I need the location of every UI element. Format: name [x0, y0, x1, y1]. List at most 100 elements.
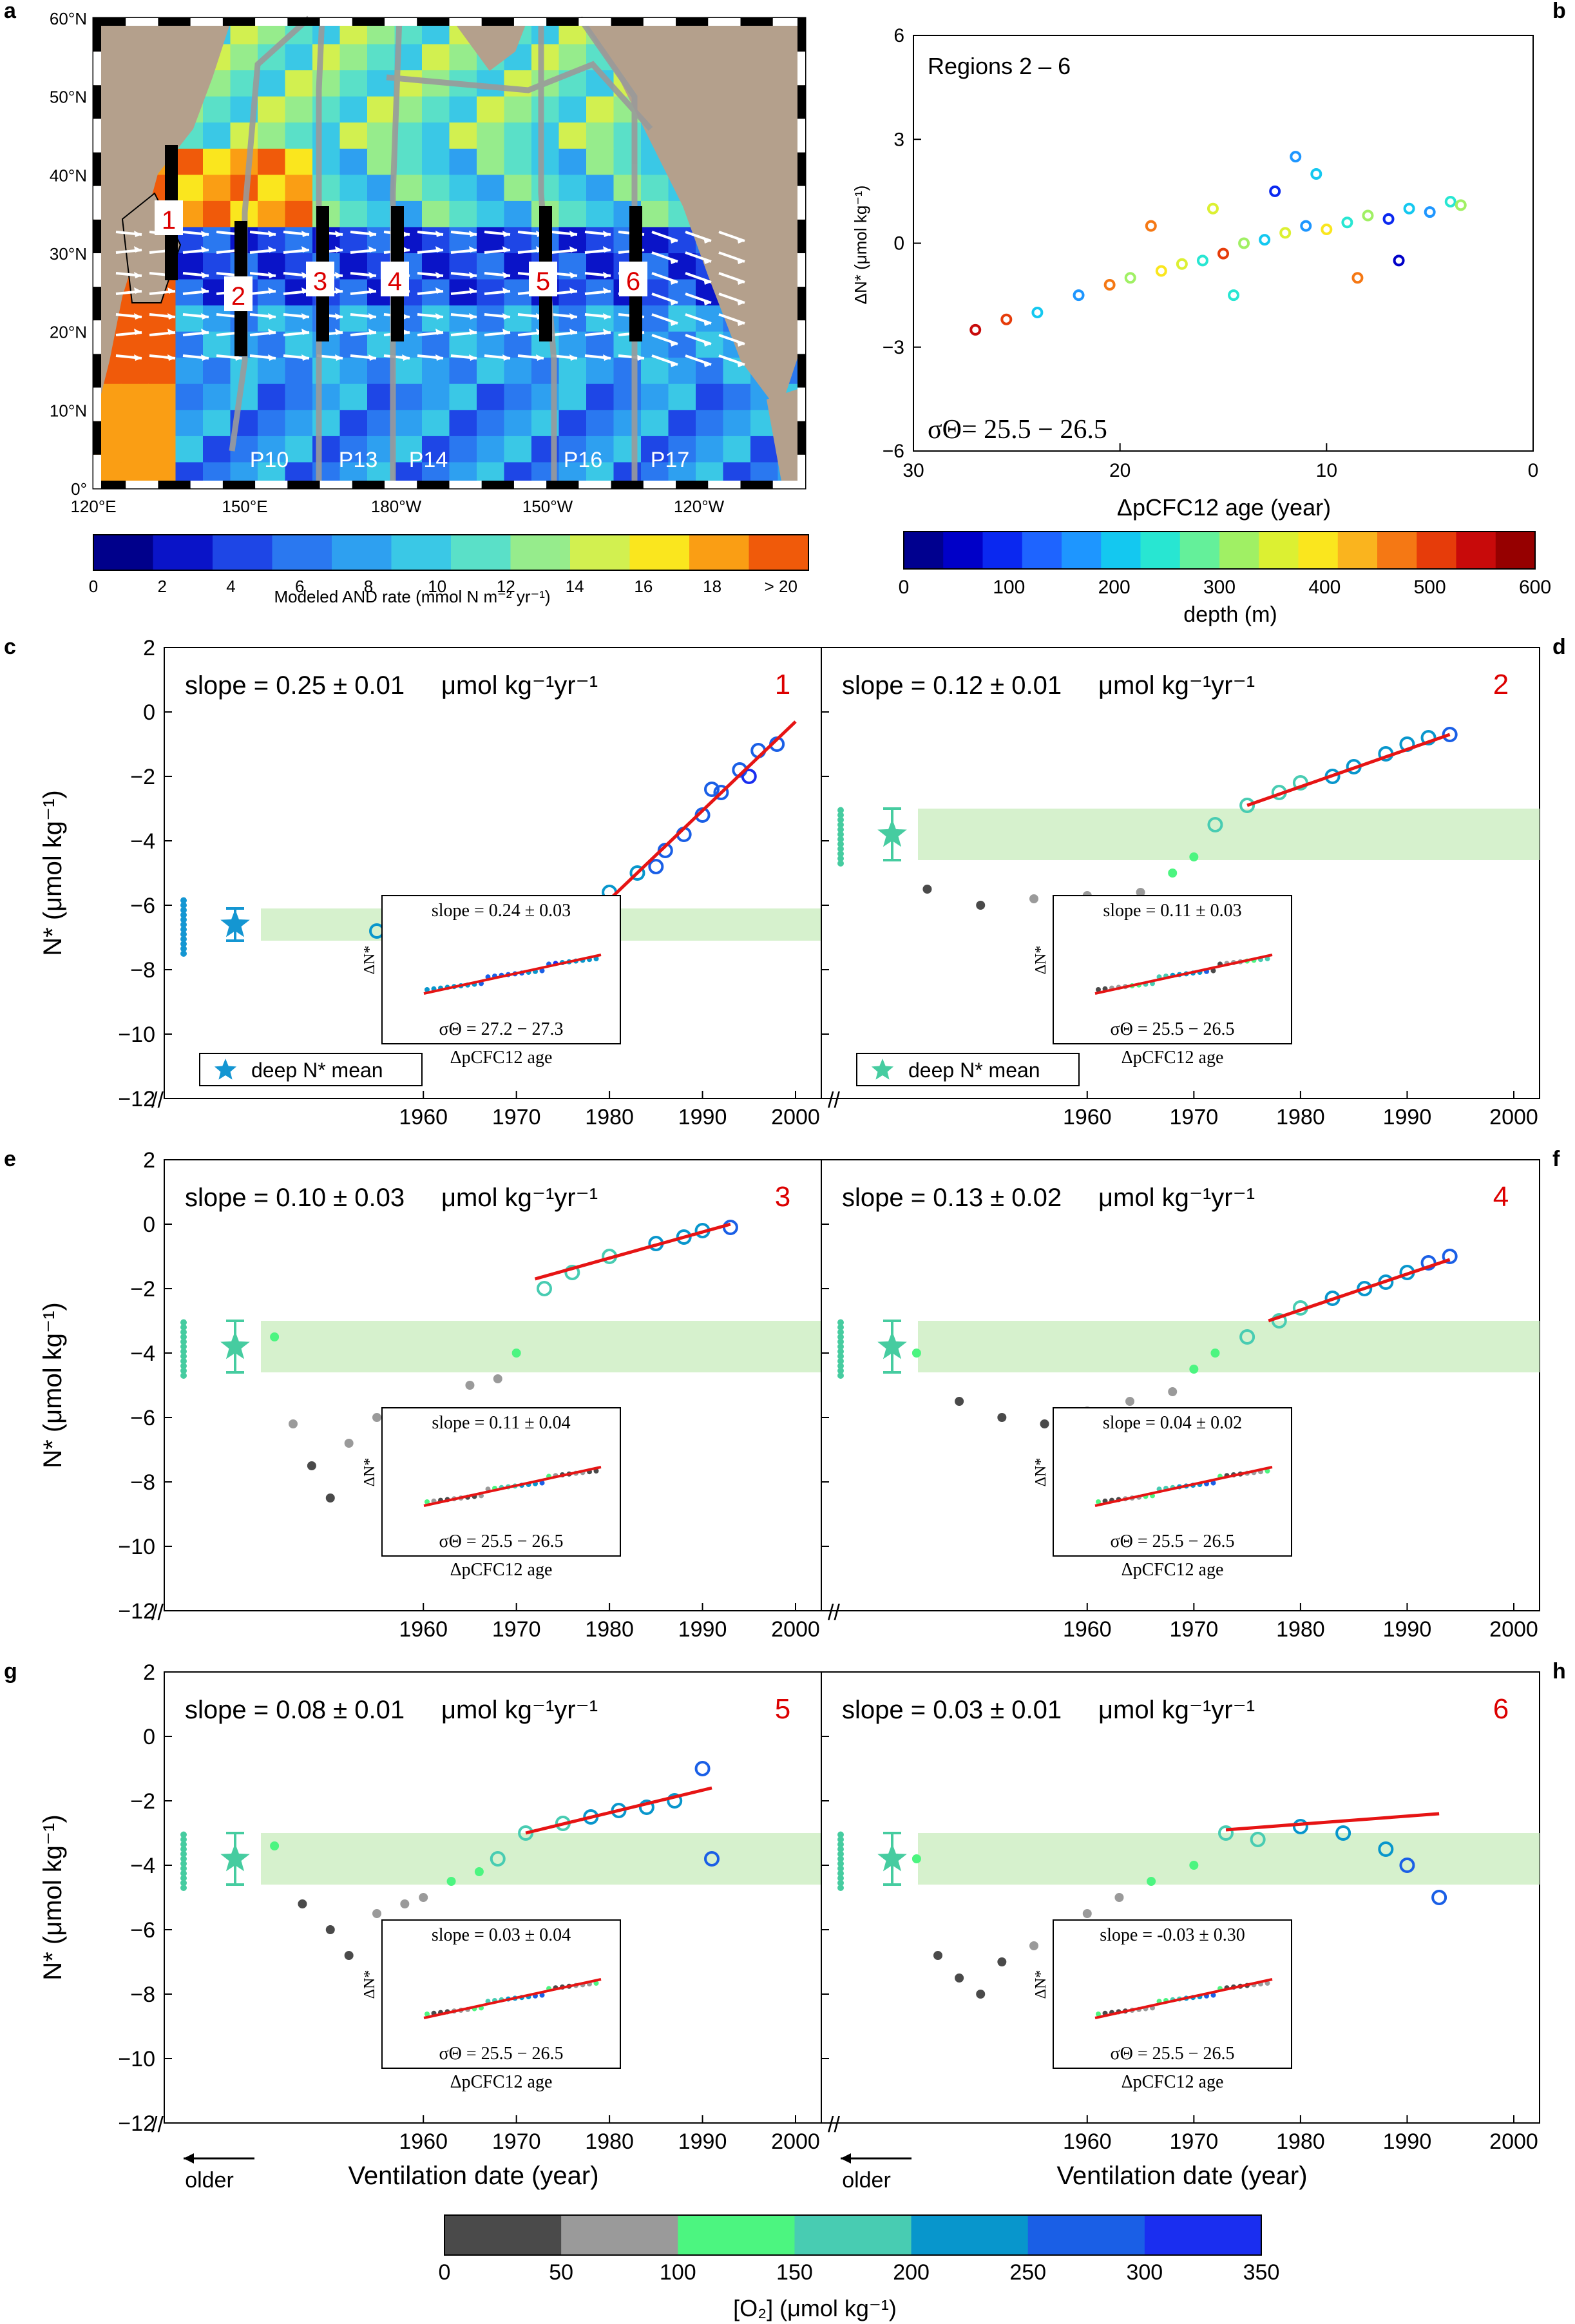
inset-point — [1210, 968, 1216, 974]
region-label: 4 — [388, 267, 402, 296]
colorbar-cell — [1259, 532, 1299, 569]
grid-cell — [285, 331, 313, 359]
x-tick-label: 1980 — [1276, 2129, 1325, 2154]
grid-cell — [175, 383, 204, 411]
grid-cell — [422, 305, 450, 332]
grid-cell — [449, 305, 477, 332]
central-america-land — [767, 387, 805, 488]
y-tick-label: 0 — [143, 700, 155, 725]
legend-star — [214, 1059, 237, 1080]
grid-cell — [367, 96, 396, 124]
axis-break: // — [151, 1600, 164, 1625]
y-tick-label: −10 — [118, 1023, 155, 1047]
region-label: 3 — [313, 267, 327, 296]
region-label: 6 — [626, 267, 640, 296]
y-axis-label: N* (μmol kg⁻¹) — [39, 1302, 67, 1468]
data-point — [400, 1899, 410, 1908]
deep-point — [180, 1363, 187, 1369]
deep-point — [837, 1879, 844, 1887]
current-arrowhead — [301, 313, 309, 320]
deep-point — [837, 1846, 844, 1852]
frame-check — [222, 18, 256, 26]
fit-line — [598, 720, 797, 910]
current-arrowhead — [368, 231, 376, 237]
x-tick-label: 1960 — [1063, 1105, 1112, 1129]
x-tick-label: 2000 — [771, 1105, 820, 1129]
inset-density: σΘ = 25.5 − 26.5 — [1111, 1019, 1235, 1039]
y-tick-label: −3 — [883, 337, 904, 358]
deep-point — [180, 1856, 187, 1862]
inset-density: σΘ = 25.5 − 26.5 — [1111, 2044, 1235, 2064]
deep-point — [180, 1850, 187, 1858]
deep-point — [837, 826, 844, 833]
deep-point — [180, 1334, 187, 1340]
grid-cell — [339, 253, 368, 280]
data-point — [694, 1761, 711, 1776]
grid-cell — [668, 410, 696, 437]
grid-cell — [285, 44, 313, 72]
frame-check — [797, 219, 805, 253]
current-arrowhead — [502, 272, 510, 278]
data-point — [1442, 727, 1458, 742]
colorbar-cell — [1337, 532, 1378, 569]
grid-cell — [230, 44, 258, 72]
grid-cell — [394, 175, 423, 202]
data-point — [1399, 1858, 1415, 1873]
grid-cell — [558, 148, 587, 176]
current-arrowhead — [603, 354, 611, 361]
and-colorbar-label: Modeled AND rate (mmol N m⁻² yr⁻¹) — [274, 587, 550, 606]
grid-cell — [558, 358, 587, 385]
grid-cell — [258, 305, 286, 332]
current-arrowhead — [569, 313, 577, 320]
frame-check — [93, 387, 101, 421]
grid-cell — [148, 358, 177, 385]
grid-cell — [422, 410, 450, 437]
grid-cell — [477, 305, 505, 332]
y-tick-label: −2 — [130, 1789, 155, 1814]
fit-line — [1246, 733, 1451, 807]
inset-fit-line — [1094, 1466, 1273, 1507]
scatter-point — [1382, 213, 1395, 225]
x-tick-label: 1990 — [678, 2129, 727, 2154]
frame-check — [385, 18, 417, 26]
current-arrowhead — [737, 340, 745, 347]
frame-check — [676, 18, 709, 26]
lat-tick-label: 40°N — [50, 166, 87, 185]
grid-cell — [120, 436, 149, 463]
x-tick-label: 1970 — [1170, 2129, 1219, 2154]
current-arrowhead — [737, 299, 745, 305]
colorbar-tick-label: 350 — [1243, 2260, 1280, 2285]
scatter-point — [1403, 202, 1415, 215]
region-number: 3 — [775, 1181, 790, 1213]
y-tick-label: 2 — [143, 636, 155, 660]
deep-point — [180, 1870, 187, 1877]
y-tick-label: 0 — [143, 1213, 155, 1237]
frame-check — [158, 481, 191, 488]
deep-point — [837, 1363, 844, 1369]
colorbar-cell — [629, 535, 690, 570]
colorbar-cell — [1417, 532, 1457, 569]
current-arrowhead — [603, 231, 611, 237]
grid-cell — [586, 96, 615, 124]
colorbar-tick-label: 16 — [634, 577, 653, 596]
data-point — [419, 1893, 428, 1902]
axis-break: // — [151, 1088, 164, 1113]
colorbar-cell — [982, 532, 1023, 569]
frame-check — [797, 421, 805, 455]
data-point — [997, 1413, 1007, 1422]
current-arrowhead — [301, 246, 309, 253]
deep-point — [837, 860, 844, 867]
data-point — [955, 1397, 964, 1406]
grid-cell — [558, 122, 587, 149]
grid-cell — [258, 331, 286, 359]
scatter-point — [1290, 151, 1302, 163]
scatter-point — [1424, 206, 1436, 218]
inset-point — [425, 2012, 430, 2017]
grid-cell — [120, 383, 149, 411]
grid-cell — [148, 331, 177, 359]
axis-break: // — [828, 1088, 840, 1113]
scatter-point — [1155, 265, 1167, 277]
deep-point — [180, 950, 187, 957]
grid-cell — [586, 305, 615, 332]
grid-cell — [258, 358, 286, 385]
